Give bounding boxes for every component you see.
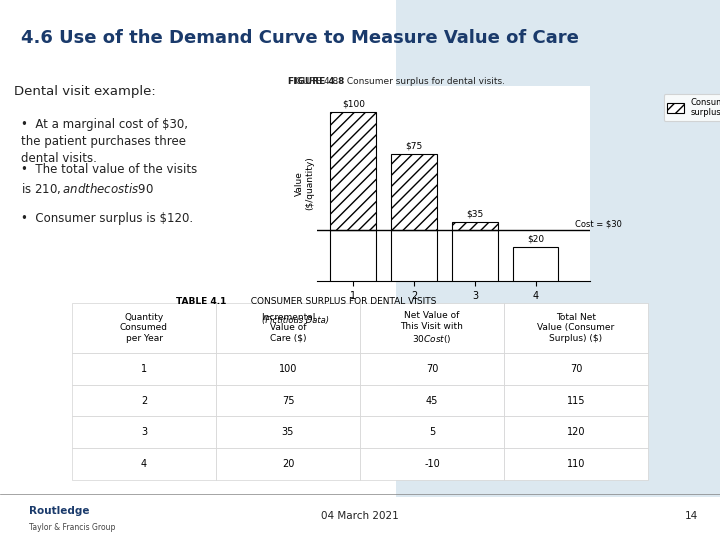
Bar [391,230,437,281]
Text: $100: $100 [342,99,365,109]
FancyBboxPatch shape [396,0,720,81]
Text: 4.6 Use of the Demand Curve to Measure Value of Care: 4.6 Use of the Demand Curve to Measure V… [22,29,579,47]
Text: TABLE 4.1: TABLE 4.1 [176,297,226,306]
Bar [391,154,437,230]
Text: Dental visit example:: Dental visit example: [14,85,156,98]
FancyBboxPatch shape [396,0,720,497]
Y-axis label: Value
($/quantity): Value ($/quantity) [294,157,314,211]
Bar [452,230,498,281]
Legend: Consumer
surplus: Consumer surplus [664,94,720,120]
Text: FIGURE 4.8: FIGURE 4.8 [288,77,344,85]
Text: $35: $35 [467,210,484,218]
Bar [330,112,376,230]
Text: CONSUMER SURPLUS FOR DENTAL VISITS: CONSUMER SURPLUS FOR DENTAL VISITS [245,297,436,306]
Bar [513,247,559,281]
Text: $75: $75 [405,141,423,151]
Text: •  At a marginal cost of $30,
the patient purchases three
dental visits.: • At a marginal cost of $30, the patient… [21,118,188,165]
Text: 04 March 2021: 04 March 2021 [321,511,399,521]
Text: Taylor & Francis Group: Taylor & Francis Group [29,523,115,532]
Text: Routledge: Routledge [29,506,89,516]
Text: FIGURE 4.8   Consumer surplus for dental visits.: FIGURE 4.8 Consumer surplus for dental v… [288,77,505,85]
Text: Dental
visits
per year: Dental visits per year [575,311,611,341]
Text: Cost = $30: Cost = $30 [575,219,622,228]
Bar [452,221,498,230]
Text: •  Consumer surplus is $120.: • Consumer surplus is $120. [21,212,193,225]
Text: 14: 14 [685,511,698,521]
Text: (Fictitious Data): (Fictitious Data) [262,316,329,325]
Text: •  The total value of the visits
is $210, and the cost is $90: • The total value of the visits is $210,… [21,163,197,196]
Bar [330,230,376,281]
Text: $20: $20 [527,234,544,244]
